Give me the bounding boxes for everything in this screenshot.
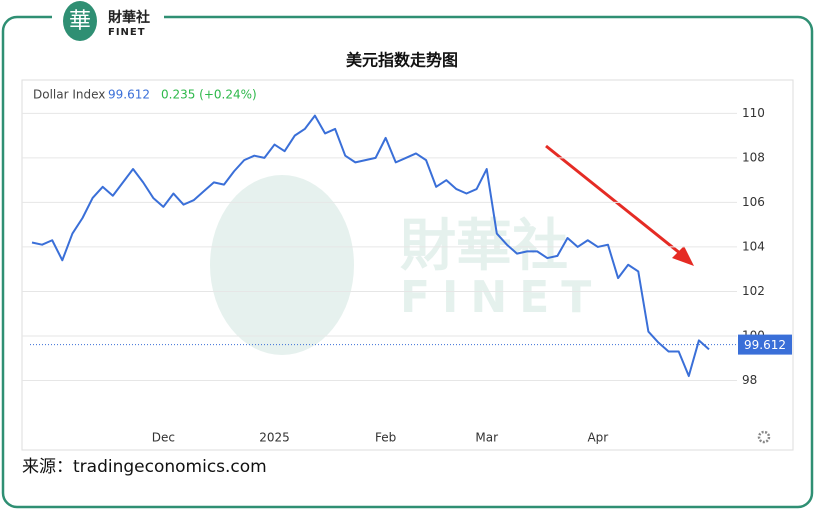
last-value-tag-label: 99.612	[744, 338, 786, 352]
plot-frame	[21, 79, 794, 451]
y-tick-label: 98	[742, 373, 757, 387]
x-tick-label: Dec	[152, 431, 175, 445]
source: 来源：tradingeconomics.com	[22, 457, 267, 477]
y-tick-label: 104	[742, 239, 765, 253]
settings-icon[interactable]	[757, 430, 771, 444]
y-tick-label: 102	[742, 284, 765, 298]
logo-glyph: 華	[69, 9, 91, 34]
chart-title: 美元指数走势图	[346, 51, 458, 70]
x-tick-label: Apr	[587, 431, 608, 445]
logo-mark	[63, 1, 97, 41]
y-tick-label: 108	[742, 150, 765, 164]
watermark-latin: FINET	[400, 272, 603, 323]
last-value: 99.612	[108, 88, 150, 102]
arrow-head	[672, 246, 694, 266]
x-tick-label: Mar	[475, 431, 498, 445]
last-value-tag	[738, 334, 792, 355]
logo-latin: FINET	[108, 27, 146, 38]
line	[31, 114, 710, 378]
x-tick-label: 2025	[259, 431, 290, 445]
y-tick-label: 110	[742, 106, 765, 120]
logo-name: 財華社	[107, 9, 150, 26]
gear[interactable]	[757, 430, 771, 444]
frame	[1, 15, 814, 509]
series-label: Dollar Index	[33, 88, 105, 102]
x-tick-label: Feb	[375, 431, 396, 445]
y-tick-label: 106	[742, 195, 765, 209]
watermark-mark	[210, 175, 354, 355]
plot: 98100102104106108110Dec2025FebMarApr99.6…	[22, 106, 792, 445]
change-label: 0.235 (+0.24%)	[161, 88, 257, 102]
